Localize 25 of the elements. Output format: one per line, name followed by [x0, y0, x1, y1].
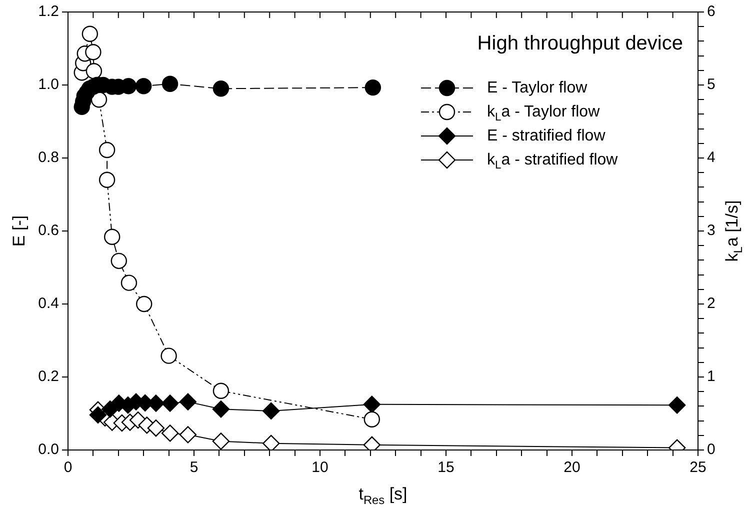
- y2-tick-label: 6: [707, 3, 716, 20]
- y2-tick-label: 0: [707, 441, 716, 458]
- legend-title: High throughput device: [477, 32, 684, 55]
- y2-tick-label: 5: [707, 76, 716, 94]
- y2-axis-title: kLa [1/s]: [722, 200, 745, 262]
- y2-tick-label: 2: [707, 295, 716, 312]
- y-tick-label: 1.0: [38, 76, 59, 94]
- y-axis-title: E [-]: [10, 215, 29, 247]
- legend-label: E - stratified flow: [487, 127, 606, 144]
- y-tick-label: 0.0: [38, 441, 59, 458]
- y-tick-label: 1.2: [38, 3, 59, 20]
- y2-tick-label: 4: [707, 149, 716, 166]
- x-tick-label: 10: [312, 459, 328, 476]
- x-tick-label: 25: [690, 459, 706, 476]
- y2-tick-label: 3: [707, 222, 716, 240]
- x-tick-label: 20: [564, 459, 580, 476]
- legend-label: E - Taylor flow: [487, 79, 588, 96]
- y-tick-label: 0.6: [38, 222, 59, 240]
- y-tick-label: 0.2: [38, 368, 59, 386]
- y-tick-label: 0.8: [38, 149, 59, 166]
- x-tick-label: 5: [190, 459, 198, 476]
- y2-tick-label: 1: [707, 368, 716, 386]
- x-tick-label: 15: [438, 459, 454, 476]
- x-tick-label: 0: [64, 459, 72, 476]
- y-tick-label: 0.4: [38, 295, 59, 312]
